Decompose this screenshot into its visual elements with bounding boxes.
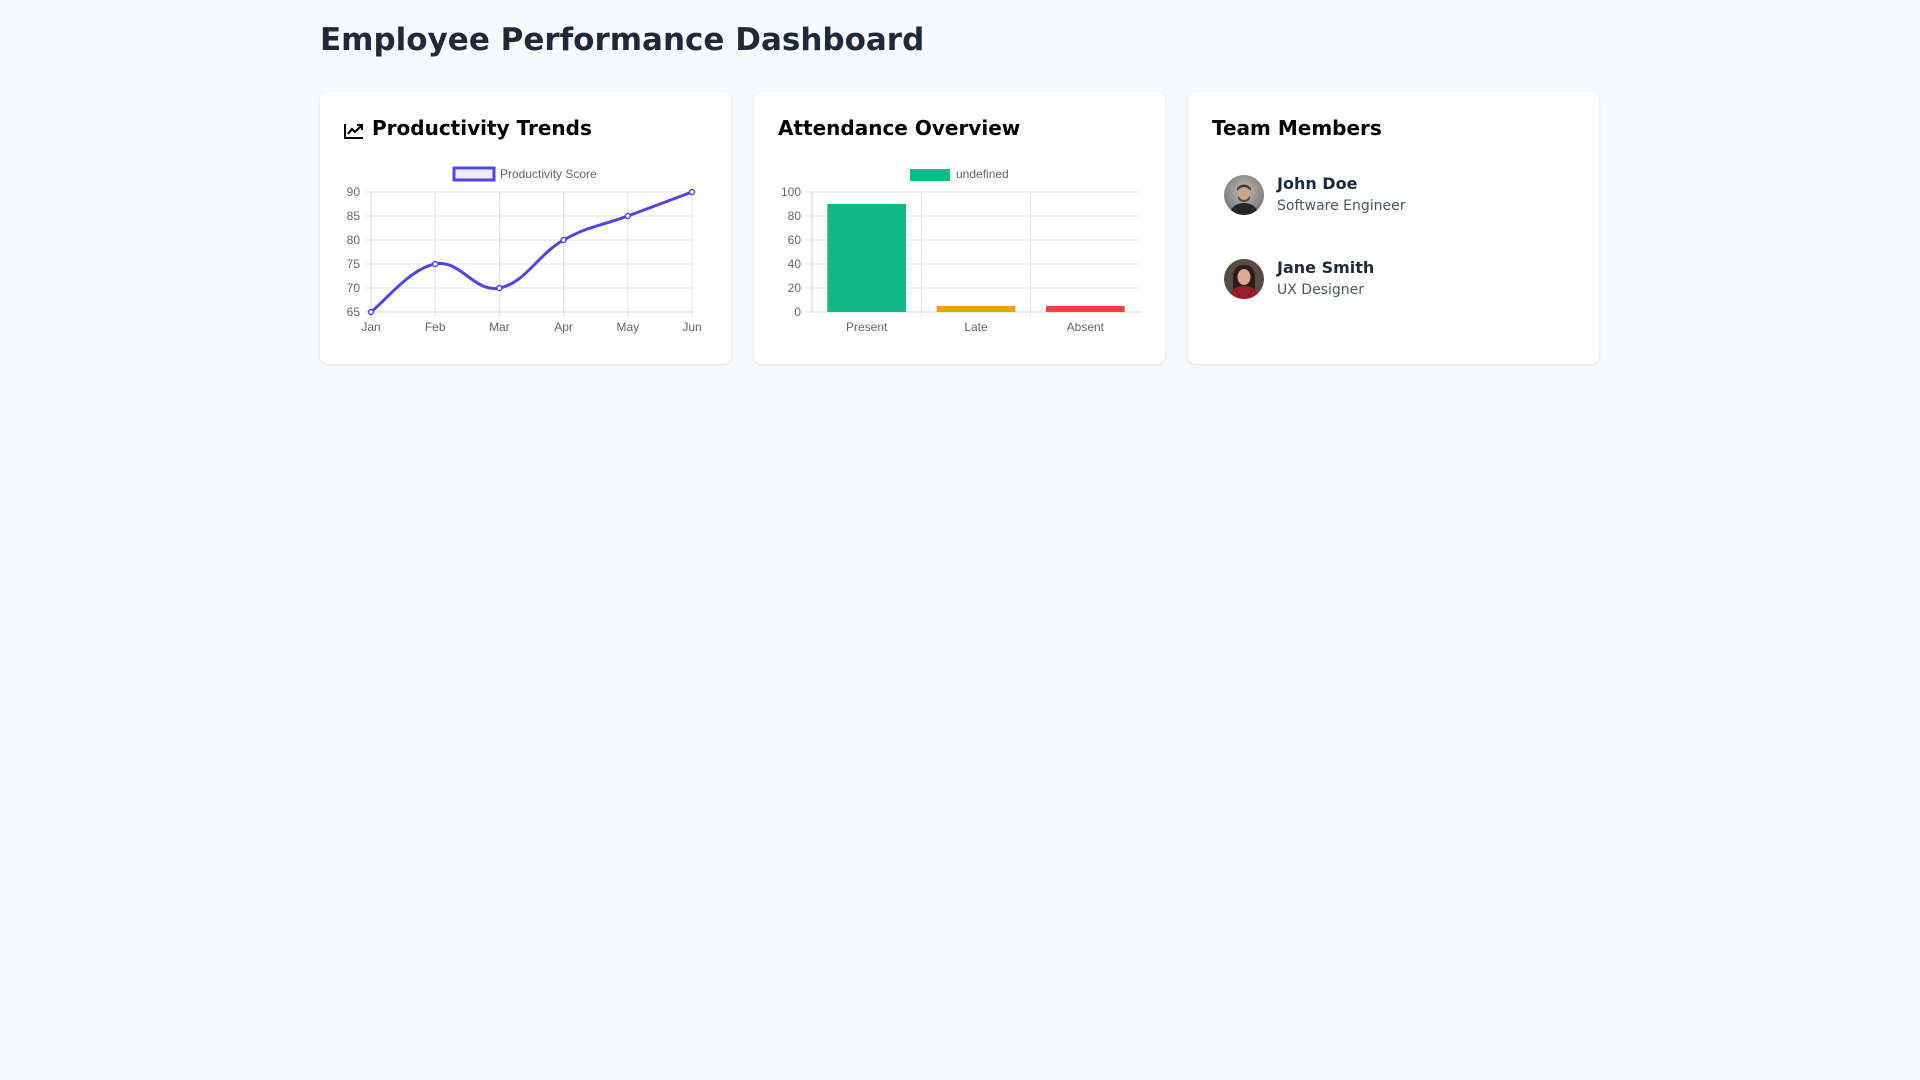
chart-line-icon [344, 120, 364, 139]
team-member-john-doe[interactable]: John Doe Software Engineer [1224, 173, 1406, 217]
avatar [1224, 175, 1264, 215]
legend-label: Productivity Score [500, 167, 597, 181]
x-tick-label: Jan [361, 320, 380, 334]
x-tick-label: Jun [682, 320, 701, 334]
bar-present [827, 204, 907, 312]
y-tick-label: 60 [788, 233, 802, 247]
productivity-title-text: Productivity Trends [372, 116, 592, 140]
productivity-card-title: Productivity Trends [344, 116, 592, 140]
bar-absent [1045, 306, 1125, 312]
y-tick-label: 100 [781, 185, 801, 199]
member-name: Jane Smith [1277, 258, 1375, 277]
productivity-line-chart: 65 70 75 80 85 90 Jan Feb Mar Apr May Jun Productivi… [347, 166, 702, 334]
data-point [367, 308, 375, 316]
y-tick-label: 40 [788, 257, 802, 271]
legend-label: undefined [956, 167, 1009, 181]
bar-late [936, 306, 1016, 312]
y-tick-label: 80 [788, 209, 802, 223]
x-tick-label: Feb [425, 320, 446, 334]
attendance-card-title: Attendance Overview [778, 116, 1021, 140]
productivity-card: Productivity Trends 65 70 75 80 85 90 Jan Feb Ma… [320, 92, 731, 364]
y-tick-label: 20 [788, 281, 802, 295]
legend-swatch [910, 169, 950, 181]
member-role: UX Designer [1277, 282, 1364, 298]
team-card: Team Members John Doe Software Engineer [1188, 92, 1599, 364]
y-tick-label: 65 [347, 305, 361, 319]
attendance-card: Attendance Overview 0 20 40 60 80 100 Present L… [754, 92, 1165, 364]
y-tick-label: 90 [347, 185, 361, 199]
data-point [624, 212, 632, 220]
data-point [496, 284, 503, 292]
data-point [431, 260, 439, 268]
member-role: Software Engineer [1277, 198, 1406, 214]
team-card-title: Team Members [1212, 116, 1382, 140]
data-point [688, 188, 696, 196]
x-tick-label: Absent [1067, 320, 1105, 334]
data-point [560, 236, 567, 244]
x-tick-label: May [616, 320, 639, 334]
legend-swatch [452, 166, 496, 182]
member-name: John Doe [1277, 174, 1358, 193]
x-tick-label: Late [964, 320, 988, 334]
page-title: Employee Performance Dashboard [320, 22, 925, 58]
productivity-series-line [370, 190, 693, 314]
y-tick-label: 80 [347, 233, 361, 247]
x-tick-label: Mar [489, 320, 510, 334]
team-member-jane-smith[interactable]: Jane Smith UX Designer [1224, 257, 1374, 301]
x-tick-label: Present [846, 320, 888, 334]
y-tick-label: 70 [347, 281, 361, 295]
x-tick-label: Apr [554, 320, 573, 334]
y-tick-label: 0 [794, 305, 801, 319]
y-tick-label: 75 [347, 257, 361, 271]
avatar [1224, 259, 1264, 299]
y-tick-label: 85 [347, 209, 361, 223]
attendance-bar-chart: 0 20 40 60 80 100 Present Late Absent undefined [781, 167, 1140, 334]
